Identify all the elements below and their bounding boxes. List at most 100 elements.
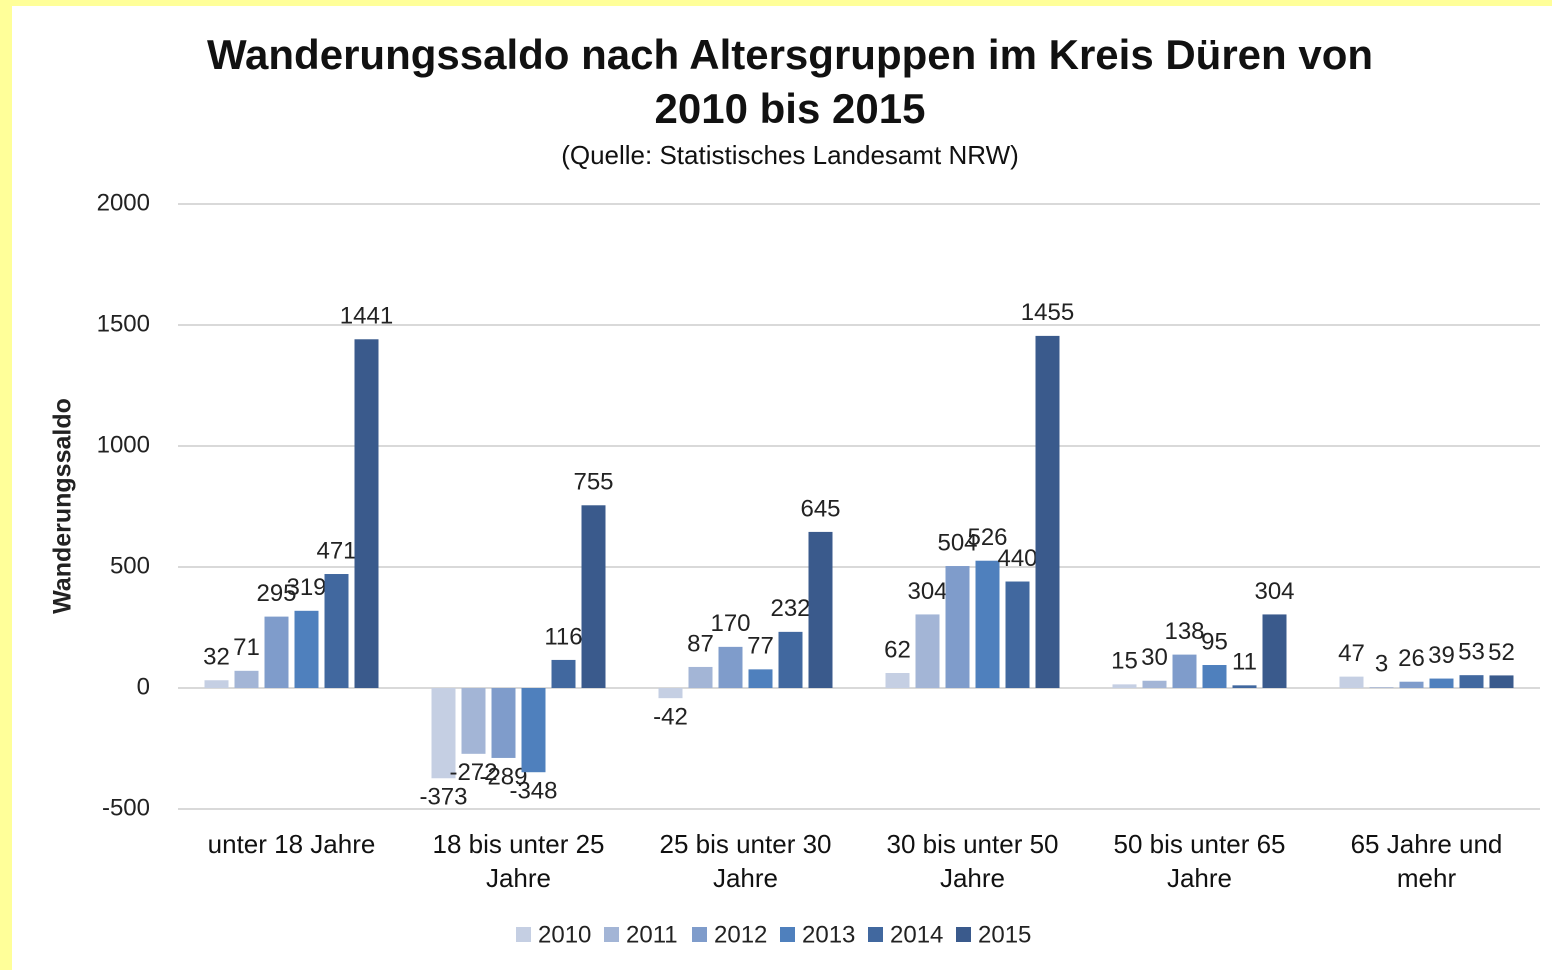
value-label: 645 bbox=[800, 495, 840, 522]
x-tick-label: 30 bis unter 50 Jahre bbox=[886, 829, 1059, 893]
value-label: 47 bbox=[1338, 640, 1365, 667]
value-label: 304 bbox=[1254, 578, 1294, 605]
bar bbox=[1459, 675, 1484, 688]
value-label: 87 bbox=[687, 630, 714, 657]
legend-label: 2013 bbox=[802, 921, 855, 948]
chart-title: Wanderungssaldo nach Altersgruppen im Kr… bbox=[206, 31, 1374, 132]
value-label: -348 bbox=[509, 778, 557, 805]
bar bbox=[354, 339, 379, 688]
bar bbox=[975, 560, 1000, 688]
bar bbox=[491, 688, 516, 758]
bar bbox=[1262, 614, 1287, 688]
legend-label: 2010 bbox=[538, 921, 591, 948]
legend-label: 2014 bbox=[890, 921, 943, 948]
legend-swatch bbox=[780, 927, 795, 942]
value-label: 15 bbox=[1111, 648, 1138, 675]
bar bbox=[1399, 681, 1424, 688]
y-tick-label: 500 bbox=[110, 552, 150, 579]
bar bbox=[1142, 680, 1167, 688]
x-tick-label: 50 bis unter 65 Jahre bbox=[1113, 829, 1286, 893]
bar bbox=[718, 646, 743, 688]
x-tick-label: 25 bis unter 30 Jahre bbox=[659, 829, 832, 893]
bar bbox=[264, 616, 289, 688]
legend-swatch bbox=[692, 927, 707, 942]
legend-swatch bbox=[516, 927, 531, 942]
bar bbox=[294, 610, 319, 688]
bar bbox=[1339, 676, 1364, 688]
x-tick-label: 18 bis unter 25 Jahre bbox=[432, 829, 605, 893]
value-label: 755 bbox=[573, 469, 613, 496]
y-tick-label: -500 bbox=[102, 794, 150, 821]
bar bbox=[945, 566, 970, 688]
value-label: -42 bbox=[653, 704, 688, 731]
value-label: 32 bbox=[203, 644, 230, 671]
value-label: 138 bbox=[1164, 618, 1204, 645]
value-label: 1455 bbox=[1021, 299, 1074, 326]
legend-swatch bbox=[868, 927, 883, 942]
value-label: 77 bbox=[747, 633, 774, 660]
value-label: 304 bbox=[907, 578, 947, 605]
value-label: 39 bbox=[1428, 642, 1455, 669]
value-label: 471 bbox=[316, 537, 356, 564]
value-label: -272 bbox=[449, 759, 497, 786]
bar bbox=[1429, 678, 1454, 688]
y-tick-label: 0 bbox=[137, 673, 150, 700]
bar bbox=[1112, 684, 1137, 688]
value-label: 232 bbox=[770, 595, 810, 622]
bar bbox=[915, 614, 940, 688]
value-label: 52 bbox=[1488, 639, 1515, 666]
y-axis-label: Wanderungssaldo bbox=[49, 398, 77, 614]
y-tick-label: 1000 bbox=[97, 431, 150, 458]
value-label: -289 bbox=[479, 763, 527, 790]
bar bbox=[1232, 685, 1257, 688]
value-label: 319 bbox=[286, 574, 326, 601]
bar bbox=[808, 531, 833, 688]
bar bbox=[1172, 654, 1197, 688]
value-label: 71 bbox=[233, 634, 260, 661]
bar bbox=[461, 688, 486, 754]
bar bbox=[324, 574, 349, 688]
chart-subtitle: (Quelle: Statistisches Landesamt NRW) bbox=[561, 140, 1019, 170]
value-label: 53 bbox=[1458, 639, 1485, 666]
legend-swatch bbox=[604, 927, 619, 942]
value-label: 170 bbox=[710, 610, 750, 637]
legend-swatch bbox=[956, 927, 971, 942]
value-label: 526 bbox=[967, 524, 1007, 551]
y-tick-label: 1500 bbox=[97, 310, 150, 337]
bar bbox=[1005, 581, 1030, 688]
x-tick-label: 65 Jahre und mehr bbox=[1350, 829, 1503, 893]
value-label: 3 bbox=[1375, 651, 1388, 678]
bar bbox=[748, 669, 773, 688]
legend-label: 2015 bbox=[978, 921, 1031, 948]
bar bbox=[885, 672, 910, 688]
legend-label: 2011 bbox=[626, 921, 678, 948]
value-label: -373 bbox=[419, 784, 467, 811]
bar bbox=[431, 688, 456, 779]
bar bbox=[234, 670, 259, 688]
value-label: 295 bbox=[256, 580, 296, 607]
bar bbox=[521, 688, 546, 773]
bar bbox=[778, 631, 803, 688]
value-label: 62 bbox=[884, 636, 911, 663]
bar bbox=[1202, 665, 1227, 688]
value-label: 116 bbox=[544, 623, 582, 650]
bar bbox=[1369, 687, 1394, 688]
bar bbox=[204, 680, 229, 688]
value-label: 30 bbox=[1141, 644, 1168, 671]
value-label: 504 bbox=[937, 529, 977, 556]
bar bbox=[1489, 675, 1514, 688]
bar bbox=[688, 666, 713, 688]
x-tick-label: unter 18 Jahre bbox=[207, 829, 376, 859]
value-label: 26 bbox=[1398, 645, 1425, 672]
y-tick-label: 2000 bbox=[97, 189, 150, 216]
value-label: 11 bbox=[1232, 649, 1257, 676]
bar bbox=[1035, 335, 1060, 688]
value-label: 440 bbox=[997, 545, 1037, 572]
legend-label: 2012 bbox=[714, 921, 767, 948]
bar bbox=[551, 659, 576, 688]
value-label: 1441 bbox=[340, 303, 393, 330]
bar bbox=[658, 688, 683, 699]
value-label: 95 bbox=[1201, 628, 1228, 655]
